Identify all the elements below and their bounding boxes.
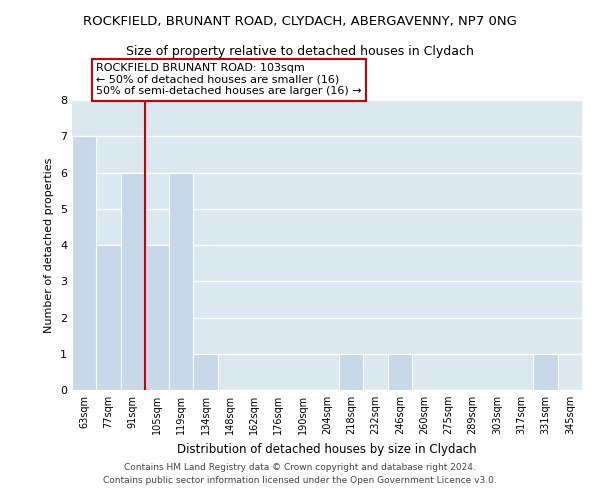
- Bar: [169, 172, 193, 390]
- Bar: [145, 245, 169, 390]
- Bar: [388, 354, 412, 390]
- Text: ROCKFIELD BRUNANT ROAD: 103sqm
← 50% of detached houses are smaller (16)
50% of : ROCKFIELD BRUNANT ROAD: 103sqm ← 50% of …: [96, 63, 362, 96]
- Bar: [193, 354, 218, 390]
- Bar: [96, 245, 121, 390]
- Bar: [72, 136, 96, 390]
- Text: ROCKFIELD, BRUNANT ROAD, CLYDACH, ABERGAVENNY, NP7 0NG: ROCKFIELD, BRUNANT ROAD, CLYDACH, ABERGA…: [83, 15, 517, 28]
- Y-axis label: Number of detached properties: Number of detached properties: [44, 158, 55, 332]
- Bar: [533, 354, 558, 390]
- Text: Contains HM Land Registry data © Crown copyright and database right 2024.
Contai: Contains HM Land Registry data © Crown c…: [103, 464, 497, 485]
- Bar: [121, 172, 145, 390]
- X-axis label: Distribution of detached houses by size in Clydach: Distribution of detached houses by size …: [177, 442, 477, 456]
- Bar: [339, 354, 364, 390]
- Text: Size of property relative to detached houses in Clydach: Size of property relative to detached ho…: [126, 45, 474, 58]
